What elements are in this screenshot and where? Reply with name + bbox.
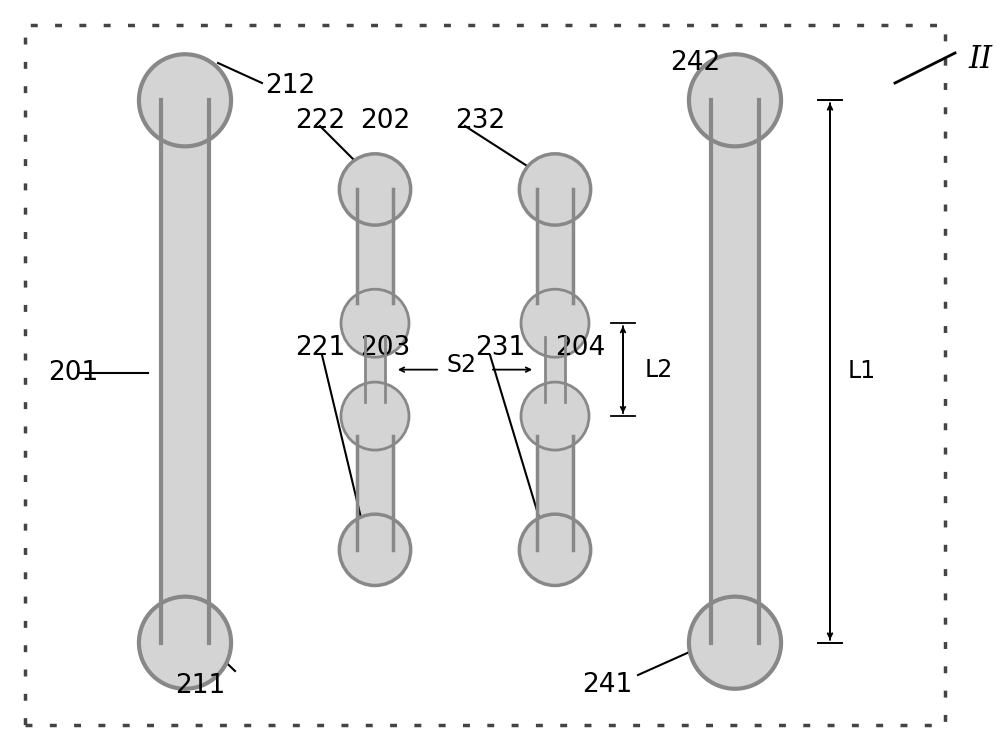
Text: 202: 202 (360, 108, 410, 134)
Bar (161, 100, 209, 643)
Circle shape (689, 54, 781, 146)
Text: 231: 231 (475, 335, 525, 361)
Bar (357, 189, 393, 323)
Circle shape (339, 514, 411, 585)
Text: 221: 221 (295, 335, 345, 361)
Circle shape (341, 289, 409, 357)
Circle shape (341, 382, 409, 450)
Circle shape (519, 514, 591, 585)
Text: 232: 232 (455, 108, 505, 134)
Text: 203: 203 (360, 335, 410, 361)
Bar (537, 416, 573, 550)
Text: 222: 222 (295, 108, 345, 134)
Bar (365, 323, 385, 416)
Text: S2: S2 (447, 353, 477, 377)
Text: 211: 211 (175, 673, 225, 699)
Circle shape (519, 154, 591, 225)
Text: 201: 201 (48, 360, 98, 386)
Circle shape (689, 597, 781, 689)
Text: 212: 212 (265, 73, 315, 99)
Text: L1: L1 (848, 360, 876, 383)
Circle shape (139, 597, 231, 689)
Text: II: II (968, 45, 992, 76)
Text: 242: 242 (670, 50, 720, 76)
Circle shape (139, 54, 231, 146)
Bar (537, 189, 573, 323)
Text: L2: L2 (645, 357, 673, 382)
Bar (357, 416, 393, 550)
Bar (711, 100, 759, 643)
Circle shape (339, 154, 411, 225)
Bar (545, 323, 565, 416)
Text: 204: 204 (555, 335, 605, 361)
Circle shape (521, 382, 589, 450)
Circle shape (521, 289, 589, 357)
Text: 241: 241 (582, 672, 632, 698)
